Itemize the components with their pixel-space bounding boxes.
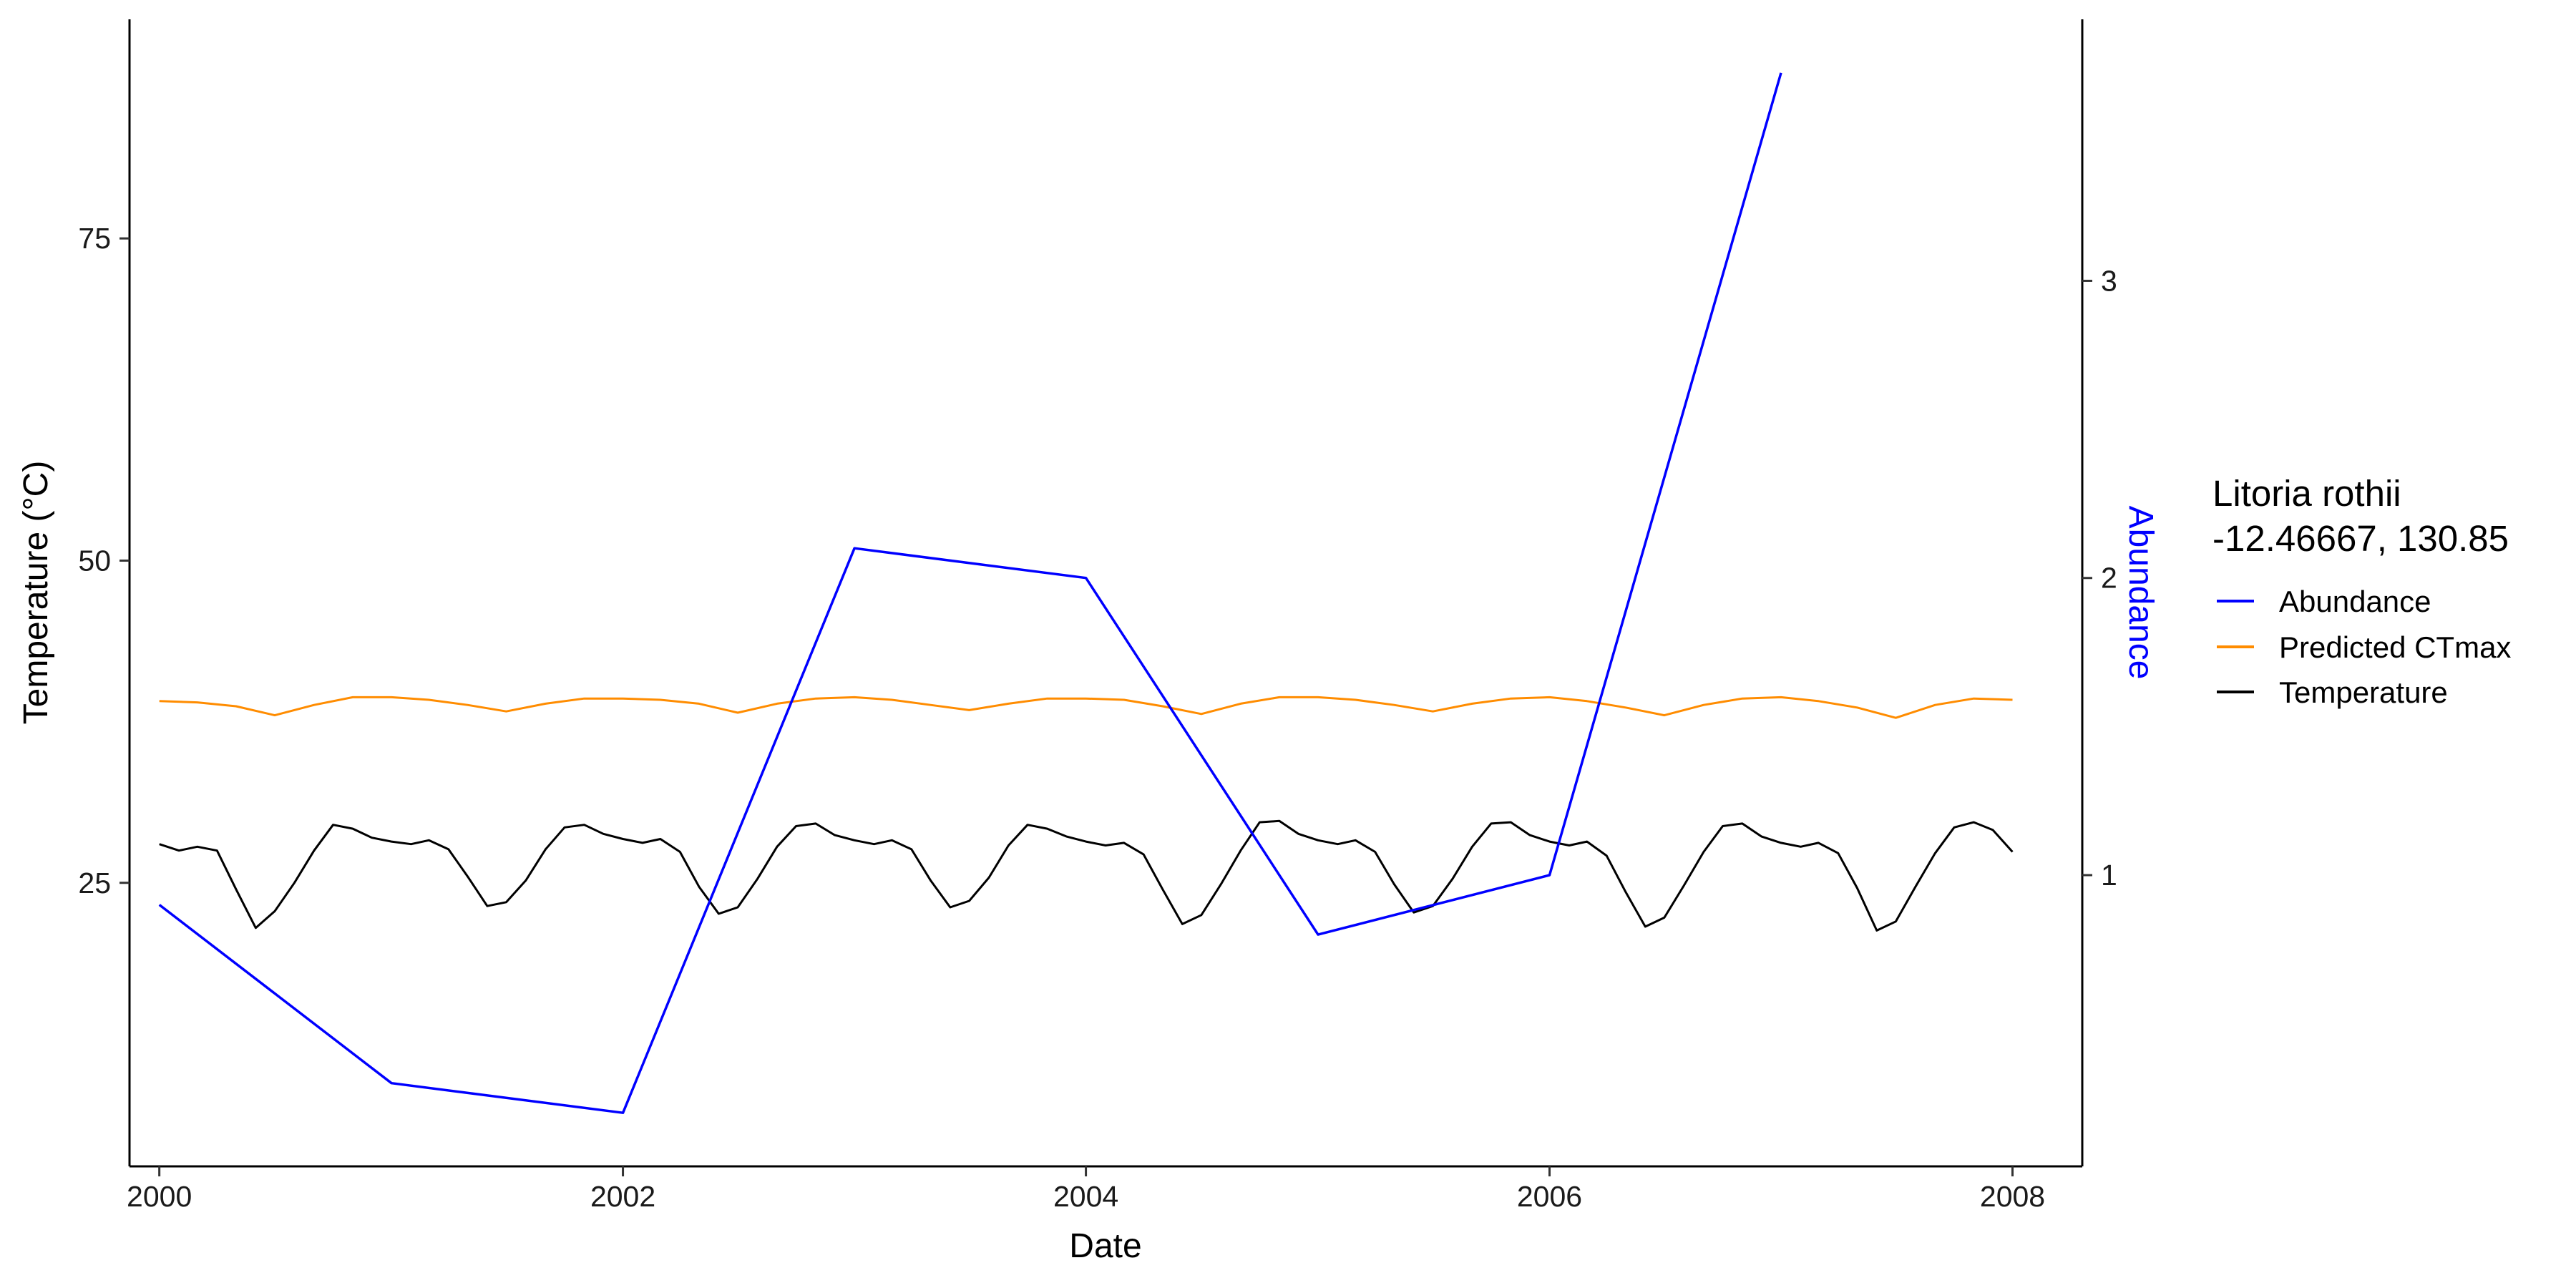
x-tick-label: 2000 [127, 1180, 192, 1213]
y-tick-label: 25 [78, 867, 111, 899]
temperature-line [159, 819, 2014, 932]
legend-label-abundance: Abundance [2279, 585, 2431, 618]
y-axis-ticks: 25 50 75 [78, 222, 130, 899]
x-axis-ticks: 2000 2002 2004 2006 2008 [127, 1166, 2045, 1213]
y-tick-label: 75 [78, 222, 111, 255]
legend: Litoria rothii -12.46667, 130.85 Abundan… [2212, 473, 2511, 709]
y-tick-label: 50 [78, 544, 111, 577]
y2-tick-label: 1 [2101, 859, 2117, 892]
x-tick-label: 2008 [1980, 1180, 2045, 1213]
y-axis-title: Temperature (°C) [17, 461, 55, 725]
x-tick-label: 2002 [590, 1180, 655, 1213]
x-tick-label: 2006 [1517, 1180, 1582, 1213]
y2-axis-title: Abundance [2122, 506, 2160, 680]
legend-title-line1: Litoria rothii [2212, 473, 2401, 514]
x-axis-title: Date [1069, 1227, 1141, 1265]
legend-label-temperature: Temperature [2279, 675, 2448, 709]
abundance-line [158, 72, 1782, 1114]
y2-tick-label: 2 [2101, 562, 2117, 595]
legend-title-line2: -12.46667, 130.85 [2212, 518, 2509, 559]
y2-axis-ticks: 1 2 3 [2082, 264, 2117, 892]
legend-label-ctmax: Predicted CTmax [2279, 630, 2511, 664]
x-tick-label: 2004 [1053, 1180, 1118, 1213]
y2-tick-label: 3 [2101, 264, 2117, 297]
ctmax-line [159, 696, 2013, 719]
plot-area [158, 72, 2014, 1114]
